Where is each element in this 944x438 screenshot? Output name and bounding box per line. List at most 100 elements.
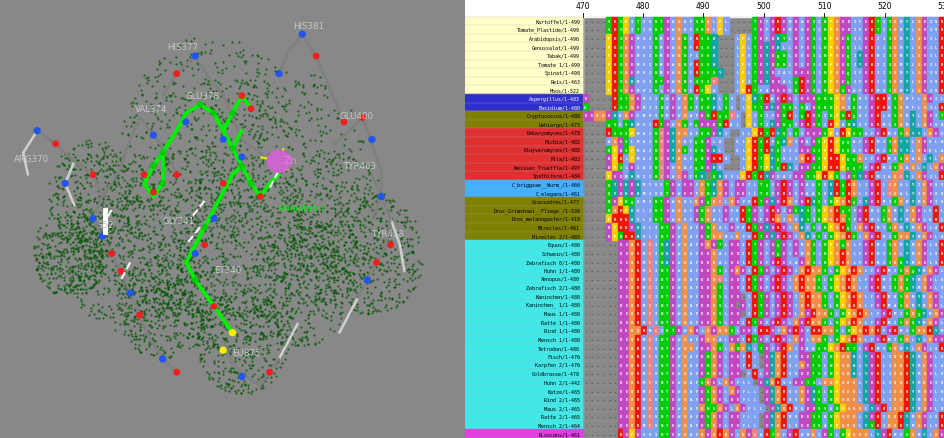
Bar (687, 52, 693, 60)
Point (360, 213, 375, 220)
Point (202, 239, 217, 246)
Point (159, 267, 174, 274)
Point (92, 225, 107, 232)
Point (182, 271, 197, 278)
Point (352, 281, 367, 288)
Text: E: E (765, 294, 767, 298)
Point (373, 290, 388, 297)
Bar (915, 232, 920, 240)
Text: S: S (818, 157, 819, 161)
Bar (781, 309, 786, 318)
Point (295, 209, 310, 216)
Point (248, 350, 263, 357)
Text: D: D (869, 191, 872, 195)
Point (330, 244, 346, 251)
Text: .: . (724, 46, 726, 49)
Text: D: D (776, 183, 779, 187)
Point (196, 323, 211, 330)
Point (140, 120, 155, 127)
Bar (733, 35, 739, 43)
Text: .: . (613, 320, 615, 324)
Bar (804, 18, 810, 26)
Point (348, 214, 363, 221)
Bar (629, 232, 634, 240)
Text: S: S (818, 97, 819, 101)
Bar (885, 189, 891, 198)
Text: S: S (689, 97, 691, 101)
Bar (634, 378, 640, 386)
Point (52, 265, 67, 272)
Text: I: I (788, 157, 790, 161)
Text: H: H (712, 54, 715, 58)
Point (86, 198, 101, 205)
Text: Q: Q (583, 106, 586, 110)
Bar (804, 335, 810, 343)
Point (66, 249, 81, 256)
Bar (903, 223, 909, 232)
Point (348, 234, 363, 241)
Bar (862, 35, 868, 43)
Bar (856, 232, 862, 240)
Point (329, 233, 345, 240)
Point (52, 272, 67, 279)
Text: P: P (607, 54, 610, 58)
Point (245, 121, 261, 128)
Point (160, 139, 176, 146)
Text: W: W (683, 329, 685, 333)
Point (296, 224, 312, 231)
Point (155, 293, 170, 300)
Bar (711, 198, 716, 206)
Point (329, 152, 345, 159)
Point (166, 212, 181, 219)
Point (328, 261, 343, 268)
Text: Y: Y (905, 80, 907, 84)
Point (291, 342, 306, 349)
Text: L: L (823, 397, 825, 401)
Point (207, 314, 222, 321)
Point (357, 229, 372, 236)
Bar (792, 180, 798, 189)
Point (73, 203, 88, 210)
Bar (933, 215, 938, 223)
Point (289, 225, 304, 232)
Bar (647, 404, 652, 412)
Bar (891, 180, 898, 189)
Text: EU875: EU875 (232, 349, 261, 358)
Point (108, 211, 123, 218)
Text: S: S (829, 432, 832, 436)
Point (221, 382, 236, 389)
Point (186, 90, 201, 97)
Point (296, 236, 312, 243)
Point (165, 300, 180, 307)
Bar (810, 163, 816, 172)
Bar (856, 275, 862, 283)
Point (267, 118, 282, 125)
Point (265, 288, 280, 295)
Bar (839, 249, 845, 258)
Point (128, 332, 143, 339)
Point (372, 215, 387, 222)
Point (234, 122, 249, 129)
Point (47, 174, 62, 181)
Text: V: V (642, 46, 645, 49)
Text: O: O (852, 191, 854, 195)
Point (132, 162, 147, 170)
Bar (845, 120, 851, 129)
Bar (647, 240, 652, 249)
Point (128, 168, 143, 175)
Text: F: F (695, 114, 697, 118)
Bar (833, 206, 839, 215)
Text: F: F (770, 114, 773, 118)
Bar (798, 129, 804, 138)
Point (356, 243, 371, 250)
Text: Y: Y (917, 268, 919, 273)
Text: K: K (869, 54, 872, 58)
Point (234, 313, 249, 320)
Point (60, 170, 76, 177)
Point (86, 281, 101, 288)
Bar (647, 266, 652, 275)
Text: K: K (905, 389, 907, 393)
Bar (816, 206, 821, 215)
Point (329, 269, 344, 276)
Point (255, 136, 270, 143)
